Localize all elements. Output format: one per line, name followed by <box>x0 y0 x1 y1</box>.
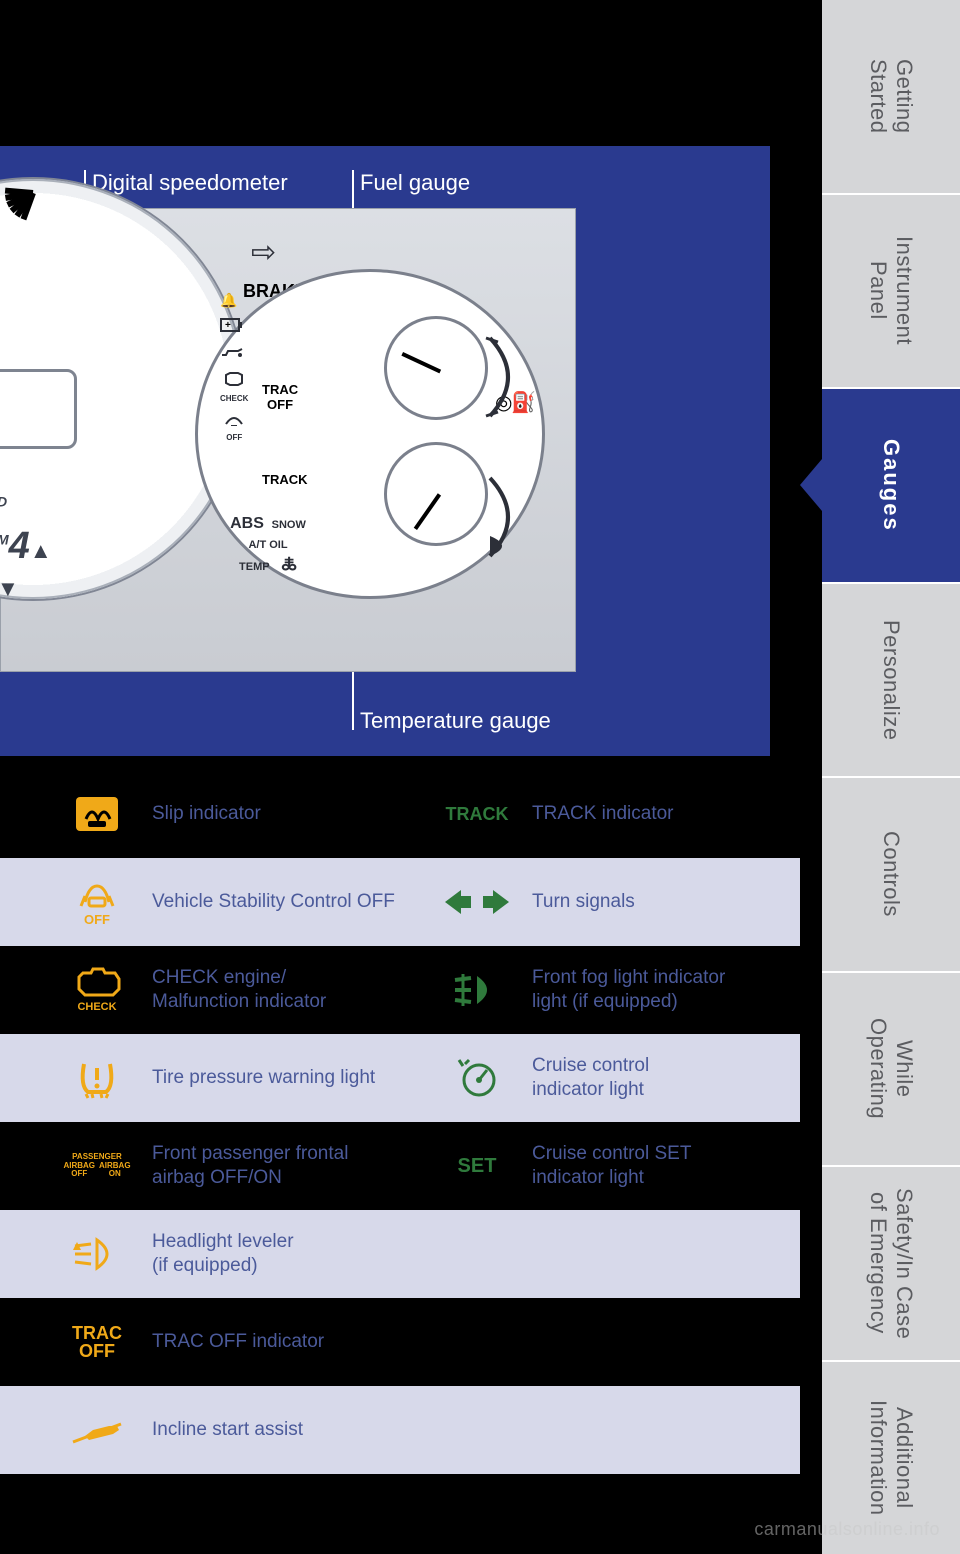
callout-digital-speedometer: Digital speedometer <box>92 170 288 196</box>
arrow-icon: ⇨ <box>251 235 276 270</box>
fuel-gauge <box>384 316 488 420</box>
tab-getting-started[interactable]: Getting Started <box>822 0 960 195</box>
indicator-label: Front fog light indicator light (if equi… <box>532 966 725 1014</box>
temp-needle <box>414 493 441 530</box>
passenger-airbag-icon: PASSENGER AIRBAG OFF AIRBAG ON <box>60 1153 134 1179</box>
check-engine-icon: CHECK <box>60 967 134 1013</box>
slip-indicator-icon <box>60 795 134 833</box>
indicator-row: Tire pressure warning light Cruise contr… <box>0 1034 800 1122</box>
indicator-row: OFF Vehicle Stability Control OFF Turn s… <box>0 858 800 946</box>
indicator-row: CHECK CHECK engine/ Malfunction indicato… <box>0 946 800 1034</box>
odometer-readout: DM4▲▼ <box>0 489 52 599</box>
digital-speedometer-readout <box>0 369 77 449</box>
headlight-leveler-icon <box>60 1236 134 1272</box>
fog-light-icon <box>440 972 514 1008</box>
temp-scale <box>484 472 528 562</box>
indicator-label: Front passenger frontal airbag OFF/ON <box>152 1142 348 1190</box>
oval-bottom-labels: ABS SNOW A/T OIL TEMP 🜏 <box>208 514 328 576</box>
tab-gauges[interactable]: Gauges <box>822 389 960 584</box>
fuel-needle <box>401 352 441 373</box>
tab-controls[interactable]: Controls <box>822 778 960 973</box>
indicator-label: Vehicle Stability Control OFF <box>152 890 395 914</box>
indicator-label: CHECK engine/ Malfunction indicator <box>152 966 326 1014</box>
section-tabs: Getting Started Instrument Panel Gauges … <box>822 0 960 1554</box>
callout-temperature-gauge: Temperature gauge <box>360 708 551 734</box>
indicator-label: TRACK indicator <box>532 802 674 826</box>
temperature-gauge <box>384 442 488 546</box>
watermark: carmanualsonline.info <box>754 1519 940 1540</box>
indicator-label: TRAC OFF indicator <box>152 1330 324 1354</box>
indicator-label: Incline start assist <box>152 1418 303 1442</box>
tab-safety[interactable]: Safety/In Case of Emergency <box>822 1167 960 1362</box>
gauge-diagram-panel: Digital speedometer Fuel gauge Temperatu… <box>0 146 770 756</box>
tab-while-operating[interactable]: While Operating <box>822 973 960 1168</box>
trac-off-mini: TRAC OFF <box>262 382 298 412</box>
indicator-label: Turn signals <box>532 890 635 914</box>
indicator-row: Incline start assist <box>0 1386 800 1474</box>
fuel-scale <box>484 332 528 422</box>
tab-instrument-panel[interactable]: Instrument Panel <box>822 195 960 390</box>
vsc-off-icon: OFF <box>60 878 134 926</box>
tab-personalize[interactable]: Personalize <box>822 584 960 779</box>
turn-signals-icon <box>440 890 514 914</box>
tpms-icon <box>60 1058 134 1098</box>
right-gauge-oval: 🔔 + CHECK OFF TRAC OFF TRACK ABS <box>195 269 545 599</box>
svg-text:+: + <box>225 320 231 331</box>
cruise-control-icon <box>440 1058 514 1098</box>
indicator-row: Headlight leveler (if equipped) <box>0 1210 800 1298</box>
indicator-legend: Slip indicator TRACK TRACK indicator OFF… <box>0 770 800 1474</box>
incline-start-icon <box>60 1414 134 1446</box>
indicator-label: Cruise control indicator light <box>532 1054 649 1102</box>
callout-fuel-gauge: Fuel gauge <box>360 170 470 196</box>
indicator-label: Slip indicator <box>152 802 261 826</box>
warning-light-column: 🔔 + CHECK OFF <box>220 290 248 450</box>
indicator-label: Tire pressure warning light <box>152 1066 375 1090</box>
gauge-cluster-illustration: ⛐ ⇨ DM4▲▼ BRAKE <box>0 208 576 672</box>
indicator-row: Slip indicator TRACK TRACK indicator <box>0 770 800 858</box>
cruise-set-icon: SET <box>440 1156 514 1176</box>
track-indicator-icon: TRACK <box>440 805 514 823</box>
track-mini: TRACK <box>262 472 308 487</box>
indicator-label: Headlight leveler (if equipped) <box>152 1230 294 1278</box>
indicator-row: PASSENGER AIRBAG OFF AIRBAG ON Front pas… <box>0 1122 800 1210</box>
indicator-row: TRAC OFF TRAC OFF indicator <box>0 1298 800 1386</box>
indicator-label: Cruise control SET indicator light <box>532 1142 691 1190</box>
trac-off-icon: TRAC OFF <box>60 1324 134 1360</box>
